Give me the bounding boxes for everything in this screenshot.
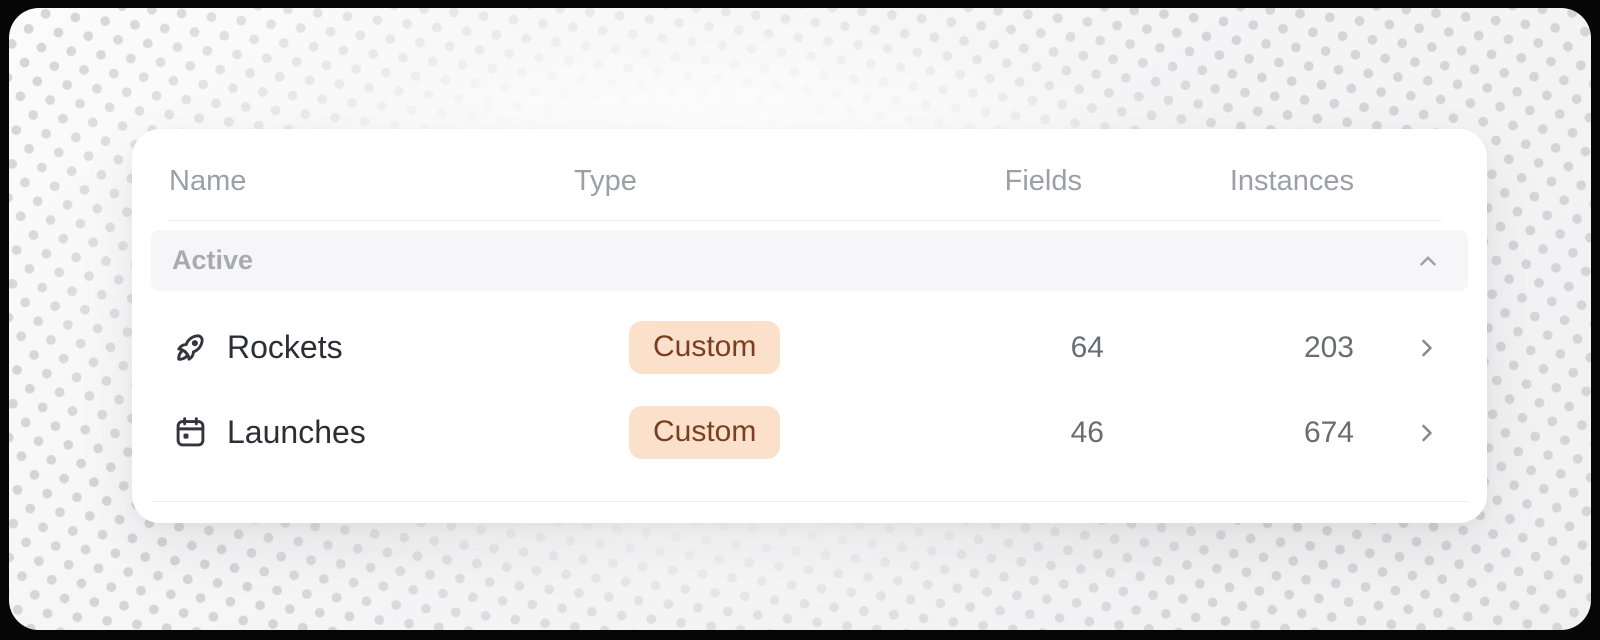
- rocket-icon: [173, 330, 208, 365]
- instances-count: 674: [1303, 415, 1354, 449]
- table-body: Rockets Custom 64 203: [169, 291, 1441, 475]
- object-types-table-card: Name Type Fields Instances Active: [132, 129, 1487, 523]
- table-row-launches[interactable]: Launches Custom 46 674: [169, 390, 1441, 475]
- group-header-active[interactable]: Active: [151, 230, 1468, 291]
- table-row-rockets[interactable]: Rockets Custom 64 203: [169, 305, 1441, 390]
- bottom-divider: [151, 501, 1468, 502]
- type-badge: Custom: [629, 406, 781, 459]
- group-label: Active: [172, 245, 254, 275]
- type-cell: Custom: [574, 321, 964, 374]
- calendar-icon: [173, 415, 208, 450]
- fields-count: 64: [1070, 330, 1104, 364]
- column-header-instances: Instances: [1229, 165, 1354, 197]
- chevron-right-icon[interactable]: [1413, 419, 1441, 447]
- column-header-name: Name: [169, 165, 247, 197]
- background-panel: Name Type Fields Instances Active: [9, 8, 1591, 630]
- chevron-up-icon[interactable]: [1415, 248, 1441, 274]
- instances-count: 203: [1303, 330, 1354, 364]
- type-badge: Custom: [629, 321, 781, 374]
- column-header-fields: Fields: [1004, 165, 1082, 197]
- row-open-cell: [1354, 334, 1441, 362]
- chevron-right-icon[interactable]: [1413, 334, 1441, 362]
- row-name-label: Rockets: [227, 329, 343, 365]
- row-open-cell: [1354, 419, 1441, 447]
- column-header-type: Type: [574, 165, 637, 197]
- fields-count: 46: [1070, 415, 1104, 449]
- table-header-row: Name Type Fields Instances: [169, 129, 1441, 221]
- name-cell: Launches: [169, 414, 574, 451]
- name-cell: Rockets: [169, 329, 574, 366]
- row-name-label: Launches: [227, 414, 366, 450]
- type-cell: Custom: [574, 406, 964, 459]
